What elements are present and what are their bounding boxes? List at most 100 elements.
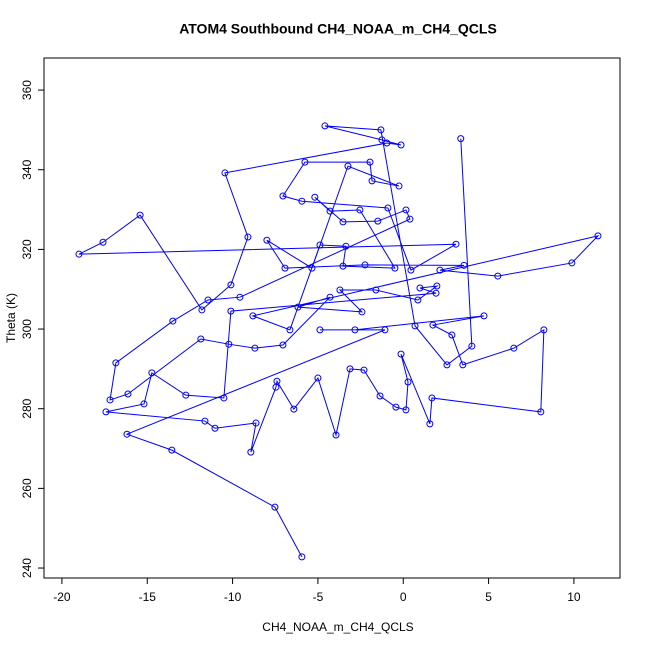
point	[366, 158, 374, 166]
point	[443, 361, 451, 369]
point	[273, 377, 281, 385]
point	[201, 417, 209, 425]
point	[356, 206, 364, 214]
point	[358, 308, 366, 316]
point	[360, 366, 368, 374]
y-tick-label: 260	[20, 478, 34, 498]
point	[397, 350, 405, 358]
point	[372, 286, 380, 294]
x-tick-label: -20	[53, 590, 71, 604]
point	[332, 431, 340, 439]
point	[247, 448, 255, 456]
point	[494, 272, 502, 280]
point	[249, 312, 257, 320]
point	[411, 322, 419, 330]
point	[540, 326, 548, 334]
point	[198, 306, 206, 314]
point	[271, 503, 279, 511]
x-axis-label: CH4_NOAA_m_CH4_QCLS	[262, 620, 413, 634]
point	[321, 122, 329, 130]
point	[220, 394, 228, 402]
point	[402, 206, 410, 214]
point	[290, 405, 298, 413]
point	[225, 340, 233, 348]
point	[279, 341, 287, 349]
point	[314, 374, 322, 382]
point	[227, 307, 235, 315]
y-axis-label: Theta (K)	[4, 293, 18, 343]
point	[416, 284, 424, 292]
connecting-line	[78, 125, 600, 558]
point	[102, 408, 110, 416]
point	[182, 391, 190, 399]
point	[376, 392, 384, 400]
point	[374, 217, 382, 225]
y-tick-label: 300	[20, 319, 34, 339]
point	[221, 169, 229, 177]
x-tick-label: 0	[400, 590, 407, 604]
point	[468, 342, 476, 350]
point	[537, 408, 545, 416]
point	[351, 326, 359, 334]
y-tick-label: 360	[20, 80, 34, 100]
point	[342, 242, 350, 250]
point	[429, 321, 437, 329]
point	[106, 396, 114, 404]
point	[168, 446, 176, 454]
point	[123, 430, 131, 438]
point	[381, 326, 389, 334]
y-tick-label: 320	[20, 239, 34, 259]
point	[407, 266, 415, 274]
point	[316, 326, 324, 334]
point	[197, 335, 205, 343]
y-tick-label: 280	[20, 398, 34, 418]
point	[316, 241, 324, 249]
point	[384, 204, 392, 212]
point	[236, 293, 244, 301]
point	[436, 266, 444, 274]
point	[298, 197, 306, 205]
point	[136, 211, 144, 219]
point	[594, 232, 602, 240]
point	[169, 317, 177, 325]
plot-box	[43, 57, 621, 579]
point	[326, 207, 334, 215]
point	[286, 326, 294, 334]
point	[452, 240, 460, 248]
point	[510, 344, 518, 352]
point	[480, 312, 488, 320]
point	[368, 177, 376, 185]
point	[148, 369, 156, 377]
point	[281, 264, 289, 272]
y-tick-label: 240	[20, 558, 34, 578]
point	[402, 406, 410, 414]
point	[263, 236, 271, 244]
point	[294, 303, 302, 311]
point	[568, 259, 576, 267]
point	[377, 126, 385, 134]
point	[391, 264, 399, 272]
point	[457, 135, 465, 143]
x-tick-label: 5	[485, 590, 492, 604]
point	[404, 378, 412, 386]
point	[211, 424, 219, 432]
x-tick-label: -15	[139, 590, 157, 604]
point	[124, 390, 132, 398]
point	[204, 296, 212, 304]
point	[112, 359, 120, 367]
point	[301, 158, 309, 166]
point	[397, 141, 405, 149]
point	[279, 192, 287, 200]
point	[448, 331, 456, 339]
point	[298, 553, 306, 561]
point	[459, 361, 467, 369]
point	[414, 296, 422, 304]
point	[244, 233, 252, 241]
point	[140, 400, 148, 408]
point	[311, 193, 319, 201]
point	[378, 136, 386, 144]
point	[426, 420, 434, 428]
point	[251, 344, 259, 352]
point	[75, 250, 83, 258]
